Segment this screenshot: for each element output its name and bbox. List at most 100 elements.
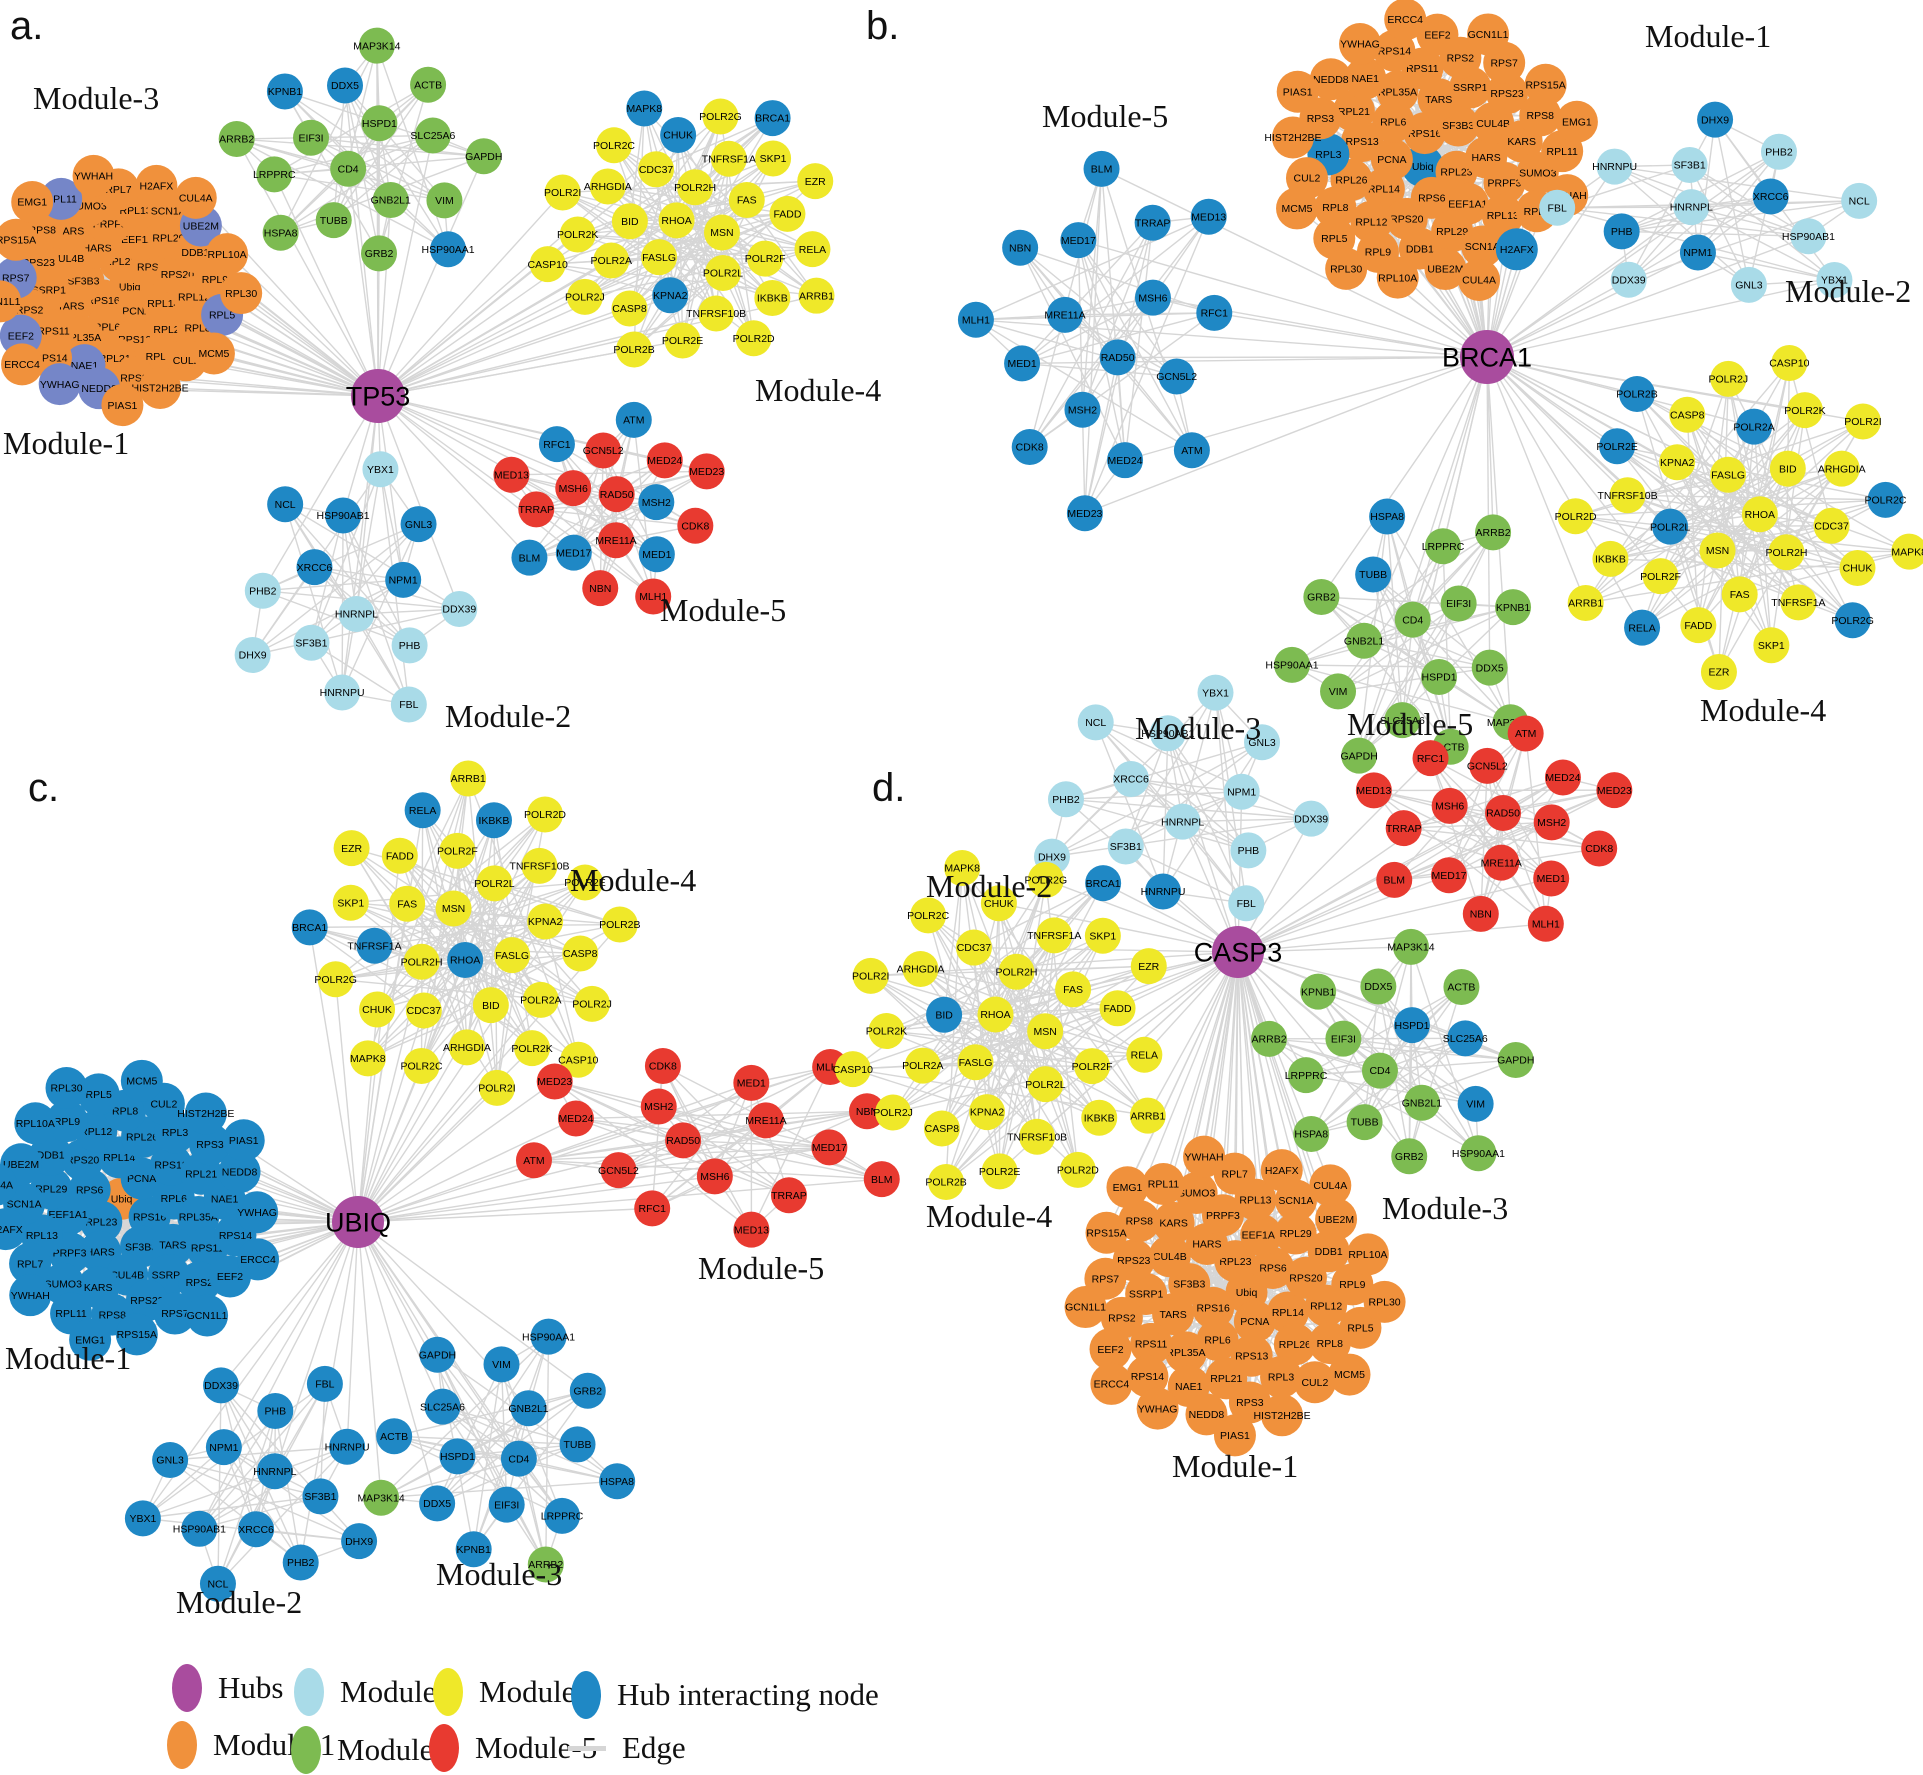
network-node (1233, 1300, 1276, 1343)
node-label: FBL (1237, 898, 1256, 910)
network-node (644, 1048, 681, 1085)
edge (319, 1383, 326, 1497)
edge (1029, 222, 1154, 448)
node-label: TNFRSF1A (1027, 930, 1081, 942)
network-node (1710, 456, 1747, 493)
network-node (419, 1485, 456, 1522)
network-node (868, 1013, 905, 1050)
edge (1233, 951, 1239, 1174)
node-label: POLR2E (979, 1166, 1020, 1178)
node-label: ACTB (1447, 982, 1475, 994)
node-label: RPL13 (26, 1230, 58, 1242)
node-label: CUL4A (0, 1179, 13, 1191)
node-label: RPL26 (126, 1132, 158, 1144)
module-5-swatch (429, 1724, 459, 1772)
edge (406, 778, 469, 904)
network-node (544, 174, 581, 211)
edge (662, 1065, 790, 1196)
node-label: DDX5 (331, 80, 359, 92)
edge (1125, 692, 1217, 847)
caption-d-module-3: Module-3 (1382, 1190, 1509, 1226)
network-node (385, 561, 422, 598)
network-node (115, 1313, 158, 1356)
edge (1182, 817, 1312, 823)
caption-d-module-2: Module-2 (926, 868, 1053, 904)
node-label: POLR2A (902, 1060, 943, 1072)
edge (357, 999, 542, 1223)
edge (284, 90, 445, 201)
network-node (262, 214, 299, 251)
node-label: VIM (1329, 686, 1348, 698)
network-node (1599, 428, 1636, 465)
node-label: ARRB2 (219, 134, 254, 146)
network-node (977, 996, 1014, 1033)
edge (262, 579, 404, 592)
network-node (1355, 556, 1392, 593)
network-node (1507, 715, 1544, 752)
node-label: KPNB1 (456, 1544, 491, 1556)
node-layer-1: Ubiq RPS16 RPL23 PCNA SF3B3 RPS6 RPL6 HARS RPL14… (957, 0, 1923, 774)
edge (562, 191, 817, 297)
edge (1621, 200, 1860, 233)
edge (1697, 151, 1780, 253)
edge (994, 879, 1047, 1015)
node-label: POLR2B (599, 919, 640, 931)
node-label: YWHAG (237, 1207, 277, 1219)
node-label: NEDD8 (1313, 74, 1349, 86)
edge (1486, 356, 1587, 604)
node-label: POLR2D (524, 809, 566, 821)
network-node (220, 272, 263, 315)
node-label: MAPK8 (1891, 546, 1923, 558)
network-node (641, 239, 678, 276)
node-label: CDC37 (639, 164, 674, 176)
node-label: EMG1 (1113, 1182, 1143, 1194)
edge (529, 501, 657, 559)
network-node (544, 1497, 581, 1534)
network-node (1447, 1020, 1484, 1057)
node-label: MED1 (1007, 358, 1036, 370)
node-label: TNFRSF1A (1771, 597, 1825, 609)
node-label: SCN1A (151, 205, 186, 217)
node-label: RAD50 (600, 489, 634, 501)
network-node (910, 897, 947, 934)
node-label: POLR2J (873, 1107, 913, 1119)
network-node (450, 760, 487, 797)
edge (357, 1080, 556, 1223)
node-label: EIF3I (494, 1499, 519, 1511)
edge (217, 1385, 222, 1584)
caption-a-module-3: Module-3 (33, 80, 160, 116)
node-label: SLC25A6 (420, 1401, 465, 1413)
node-label: RPL5 (1321, 233, 1347, 245)
edge (1077, 239, 1193, 451)
edge (681, 158, 730, 341)
network-node (1164, 803, 1201, 840)
node-label: DDX5 (1476, 662, 1504, 674)
node-label: RPL10A (1378, 272, 1417, 284)
node-label: PIAS1 (1283, 86, 1313, 98)
edge (496, 955, 513, 1089)
network-node (733, 1211, 770, 1248)
node-label: HSP90AA1 (1265, 660, 1318, 672)
node-label: MSN (710, 227, 733, 239)
edge (1628, 119, 1716, 281)
network-node (1066, 495, 1103, 532)
node-label: RPS14 (1378, 45, 1411, 57)
network-node (1394, 601, 1431, 638)
node-label: KARS (1159, 1218, 1188, 1230)
edge (1669, 526, 1720, 673)
edge (1363, 640, 1490, 669)
network-node (926, 996, 963, 1033)
edge (274, 1221, 359, 1472)
node-label: FADD (1684, 620, 1712, 632)
network-node (1136, 1387, 1179, 1430)
network-node (1164, 1331, 1207, 1374)
network-node (1196, 1319, 1239, 1362)
edge (423, 920, 546, 1012)
edge (310, 137, 484, 157)
network-node (559, 216, 596, 253)
node-label: CASP10 (833, 1064, 873, 1076)
legend-label: Hub interacting node (617, 1677, 879, 1712)
network-node (1786, 392, 1823, 429)
node-label: ARRB1 (1568, 598, 1603, 610)
